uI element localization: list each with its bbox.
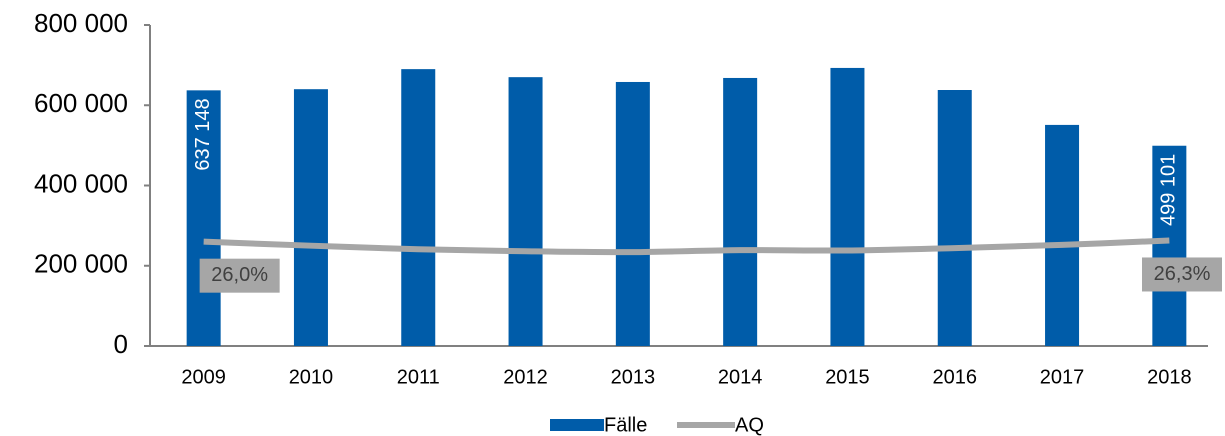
legend-label: Fälle	[604, 414, 647, 436]
y-tick-label: 600 000	[34, 88, 128, 118]
x-tick-label: 2009	[181, 366, 226, 388]
line-label-box	[1142, 257, 1222, 292]
x-tick-label: 2014	[718, 366, 763, 388]
line-value-label: 26,0%	[211, 264, 268, 286]
x-tick-label: 2013	[611, 366, 656, 388]
x-tick-label: 2015	[825, 366, 870, 388]
bar	[1152, 145, 1187, 346]
bar-value-label: 637 148	[192, 98, 214, 170]
bar	[508, 77, 543, 346]
line-value-label: 26,3%	[1154, 263, 1211, 285]
x-tick-label: 2011	[397, 366, 440, 388]
bar	[615, 81, 650, 346]
legend-swatch	[550, 419, 604, 431]
x-tick-label: 2017	[1040, 366, 1085, 388]
y-tick-label: 800 000	[34, 8, 128, 38]
x-tick-label: 2018	[1147, 366, 1192, 388]
x-tick-label: 2016	[933, 366, 978, 388]
bar-value-label: 499 101	[1158, 154, 1180, 226]
bar	[186, 90, 221, 347]
bar	[293, 89, 328, 346]
bar	[723, 77, 758, 346]
line	[203, 237, 1170, 256]
bar	[1045, 124, 1080, 346]
x-tick-label: 2012	[503, 366, 548, 388]
y-tick-label: 400 000	[34, 168, 128, 198]
bar	[830, 67, 865, 346]
y-tick-label: 0	[114, 329, 128, 359]
bar	[401, 69, 436, 346]
legend: Fälle AQ	[550, 414, 764, 436]
x-tick-label: 2010	[289, 366, 334, 388]
line-label-box	[199, 258, 280, 293]
legend-label: AQ	[735, 414, 764, 436]
bar	[937, 90, 972, 346]
y-tick-label: 200 000	[34, 249, 128, 279]
